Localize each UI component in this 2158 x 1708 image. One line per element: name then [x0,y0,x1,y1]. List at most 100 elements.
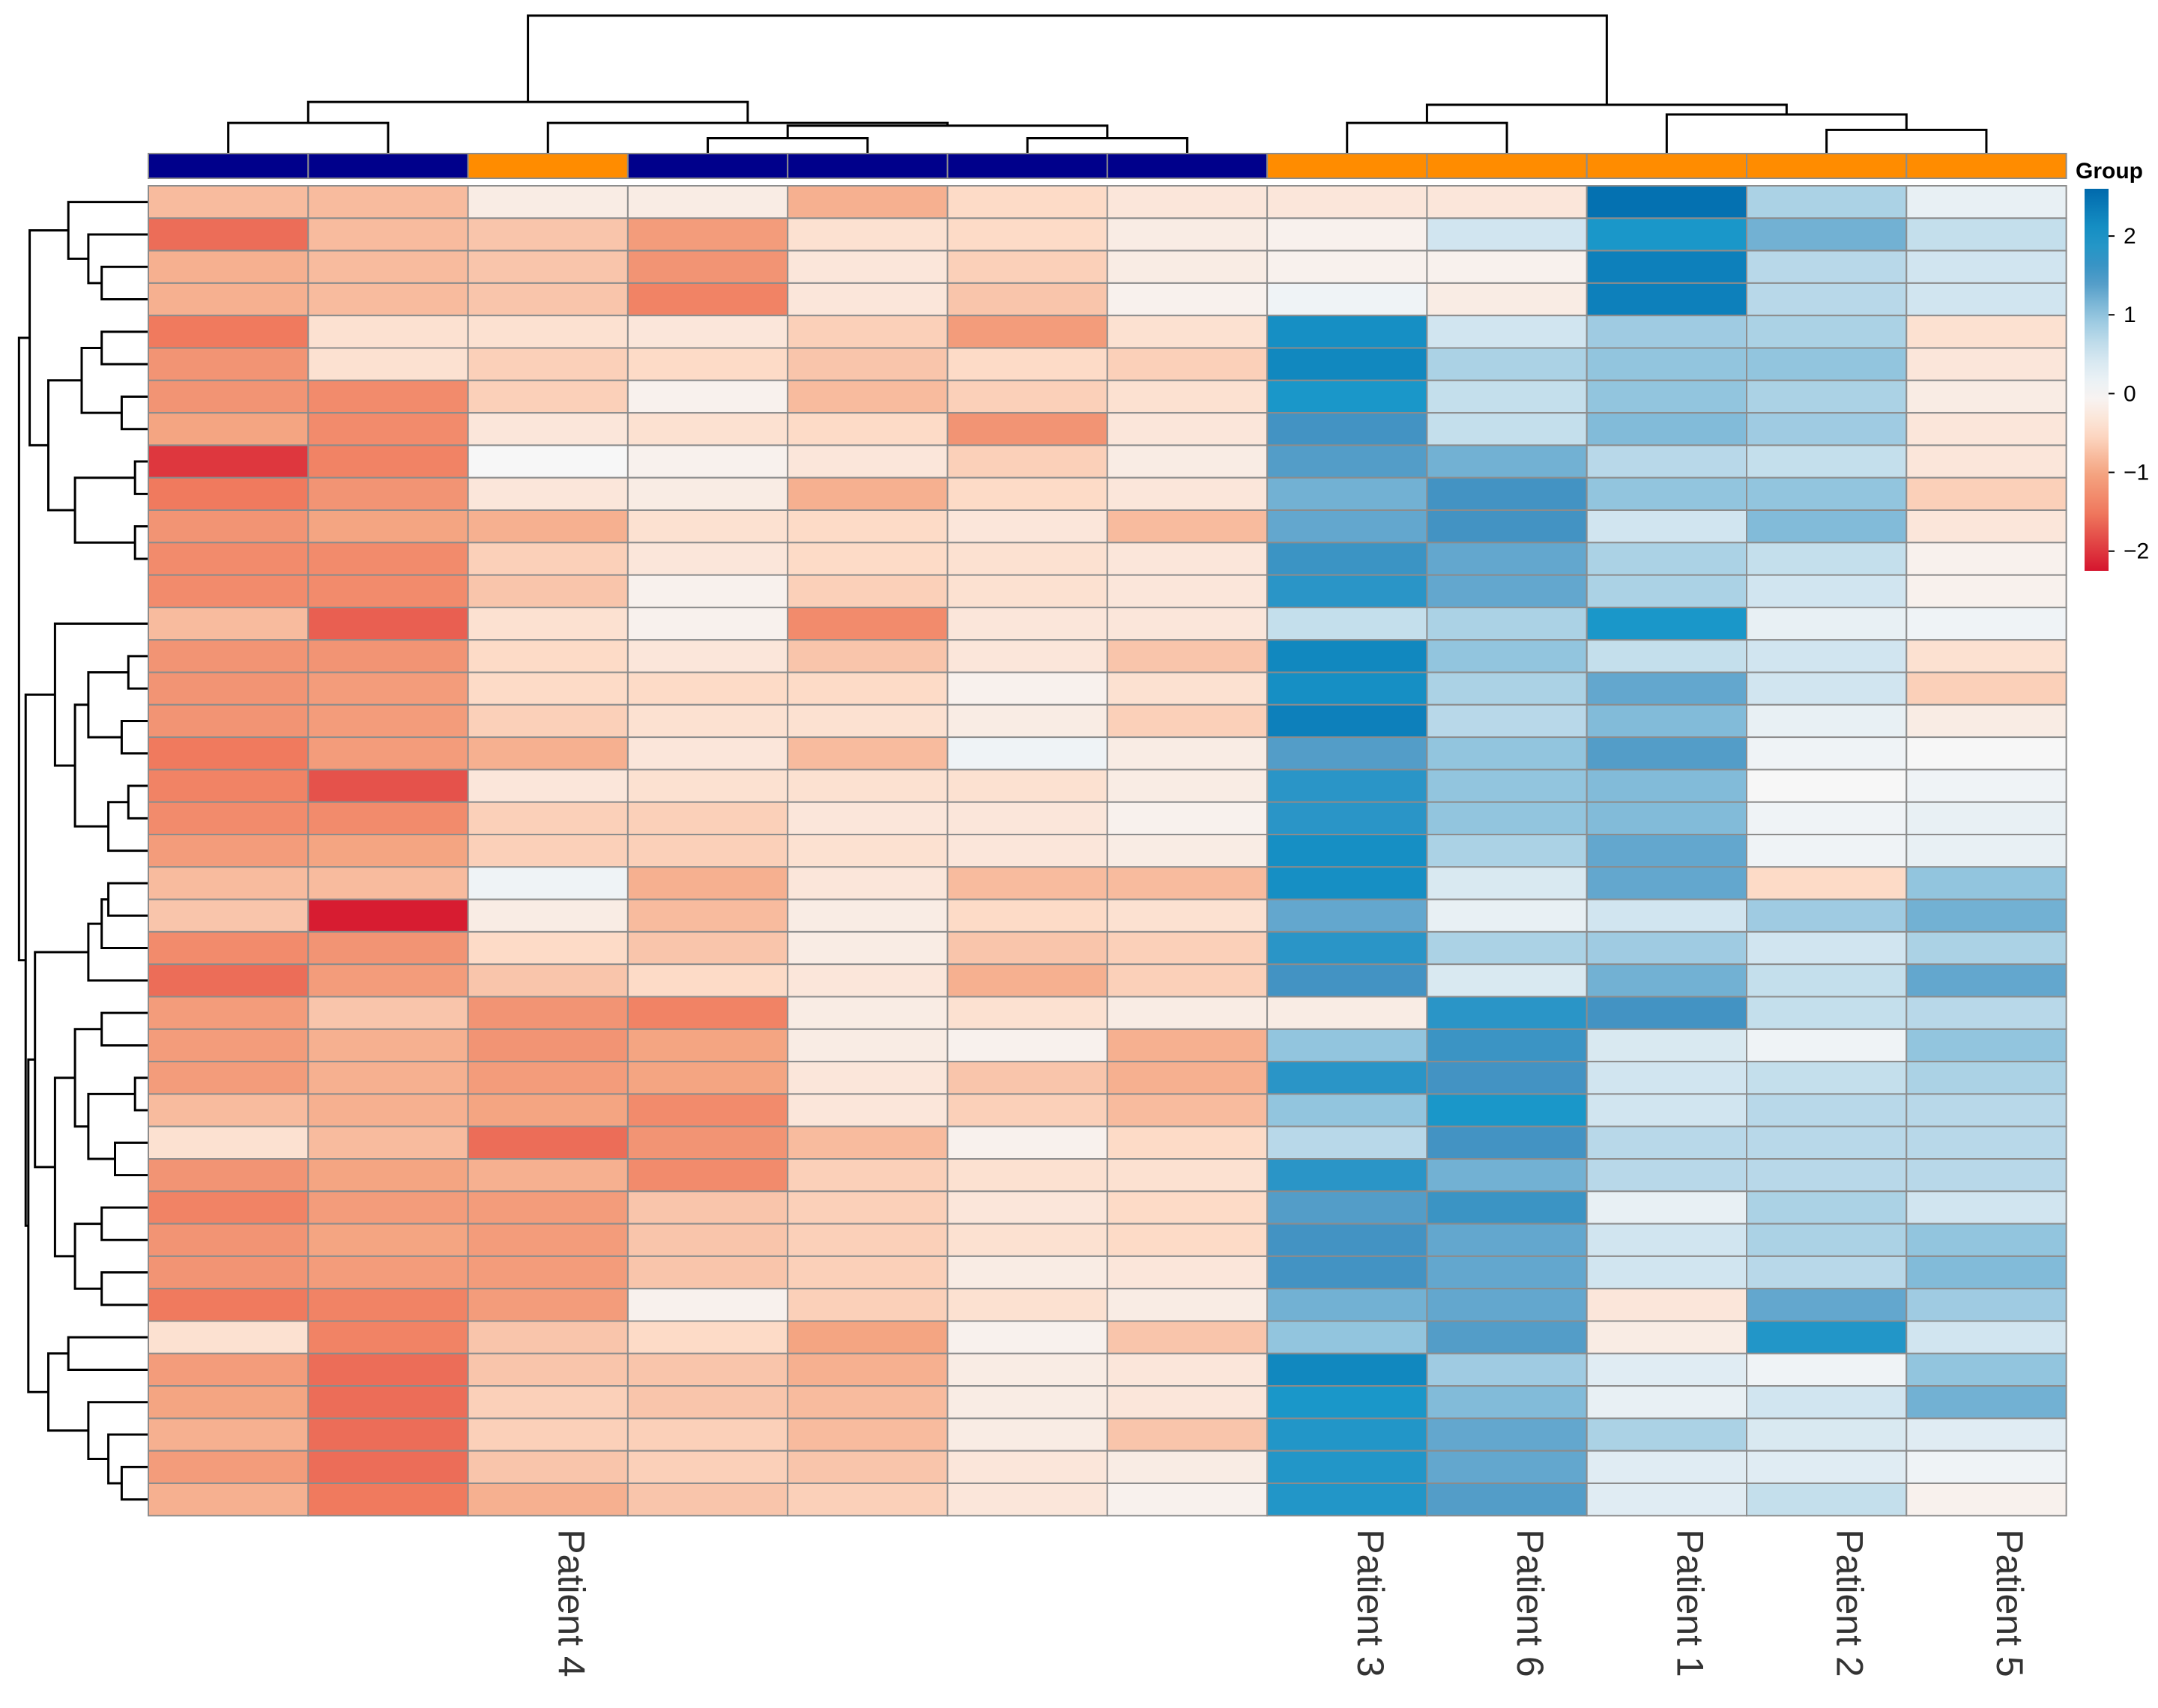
heatmap-cell [1746,412,1908,446]
heatmap-cell [1905,574,2067,608]
heatmap-cell [1586,315,1747,349]
heatmap-cell [1426,249,1588,284]
heatmap-cell [626,736,789,771]
heatmap-cell [1905,898,2067,933]
heatmap-cell [1586,249,1747,284]
heatmap-cell [626,1385,789,1420]
heatmap-cell [1586,1028,1747,1063]
heatmap-cell [787,1223,949,1257]
heatmap-cell [1106,1417,1269,1452]
heatmap-cell [1426,1483,1588,1517]
heatmap-cell [1746,769,1908,803]
dendrogram-branch [114,1141,148,1177]
heatmap-cell [1905,606,2067,641]
heatmap-cell [946,834,1108,868]
heatmap-cell [787,1028,949,1063]
heatmap-cell [1106,1158,1269,1193]
heatmap-cell [148,996,309,1030]
heatmap-cell [148,1125,309,1160]
heatmap-cell [1746,1255,1908,1290]
heatmap-cell [787,606,949,641]
heatmap-cells [148,185,2067,1517]
heatmap-cell [1905,185,2067,219]
heatmap-cell [1905,542,2067,576]
heatmap-cell [946,1320,1108,1354]
heatmap-cell [307,476,469,512]
heatmap-cell [946,736,1108,771]
heatmap-cell [946,769,1108,803]
heatmap-cell [946,1093,1108,1127]
dendrogram-branch [133,1076,148,1112]
heatmap-cell [467,1450,629,1484]
heatmap-cell [1905,1352,2067,1387]
heatmap-cell [148,1450,309,1484]
heatmap-cell [787,671,949,706]
heatmap-cell [626,898,789,933]
heatmap-cell [148,249,309,284]
heatmap-cell [626,1352,789,1387]
heatmap-cell [307,1385,469,1420]
heatmap-cell [946,1223,1108,1257]
heatmap-cell [787,1125,949,1160]
heatmap-cell [1266,1028,1428,1063]
heatmap-cell [1106,1061,1269,1095]
heatmap-cell [148,703,309,739]
heatmap-cell [148,769,309,803]
heatmap-cell [626,1061,789,1095]
heatmap-cell [1266,639,1428,673]
heatmap-cell [626,639,789,673]
heatmap-cell [148,1320,309,1354]
heatmap-cell [467,1028,629,1063]
heatmap-cell [148,574,309,608]
heatmap-cell [1266,315,1428,349]
heatmap-cell [1266,1190,1428,1225]
heatmap-cell [307,1352,469,1387]
heatmap-cell [1106,574,1269,608]
heatmap-cell [1426,606,1588,641]
heatmap-cell [467,476,629,512]
heatmap-cell [1746,574,1908,608]
heatmap-cell [1905,476,2067,512]
heatmap-cell [1266,769,1428,803]
heatmap-cell [787,249,949,284]
heatmap-cell [467,282,629,317]
heatmap-cell [1106,282,1269,317]
heatmap-cell [307,444,469,479]
column-label: Patient 3 [1349,1529,1391,1677]
dendrogram-branch [133,525,148,560]
heatmap-cell [307,1158,469,1193]
legend-title: Group [2076,159,2143,184]
heatmap-cell [148,542,309,576]
heatmap-cell [1426,1061,1588,1095]
heatmap-cell [1106,996,1269,1030]
heatmap-cell [787,866,949,900]
heatmap-cell [1746,347,1908,381]
heatmap-cell [1266,1255,1428,1290]
column-label: Patient 5 [1989,1529,2031,1677]
heatmap-cell [1746,736,1908,771]
heatmap-cell [787,509,949,544]
heatmap-cell [1746,1223,1908,1257]
heatmap-cell [1426,185,1588,219]
heatmap-cell [1905,1450,2067,1484]
column-labels: Patient 4 Patient 3 Patient 6 Patient 1 Pati… [550,1529,2031,1677]
heatmap-cell [1426,574,1588,608]
heatmap-cell [1426,1255,1588,1290]
heatmap-cell [946,282,1108,317]
heatmap-cell [1746,1417,1908,1452]
heatmap-cell [1905,736,2067,771]
heatmap-cell [1586,476,1747,512]
column-label: Patient 1 [1669,1529,1711,1677]
heatmap-cell [148,282,309,317]
group-annotation-cell [1905,153,2067,179]
heatmap-cell [626,1320,789,1354]
heatmap-cell [1586,1320,1747,1354]
heatmap-cell [787,379,949,414]
heatmap-cell [307,379,469,414]
heatmap-cell [307,996,469,1030]
heatmap-cell [626,509,789,544]
heatmap-cell [946,606,1108,641]
heatmap-cell [1746,1352,1908,1387]
heatmap-cell [1426,898,1588,933]
heatmap-cell [1106,736,1269,771]
